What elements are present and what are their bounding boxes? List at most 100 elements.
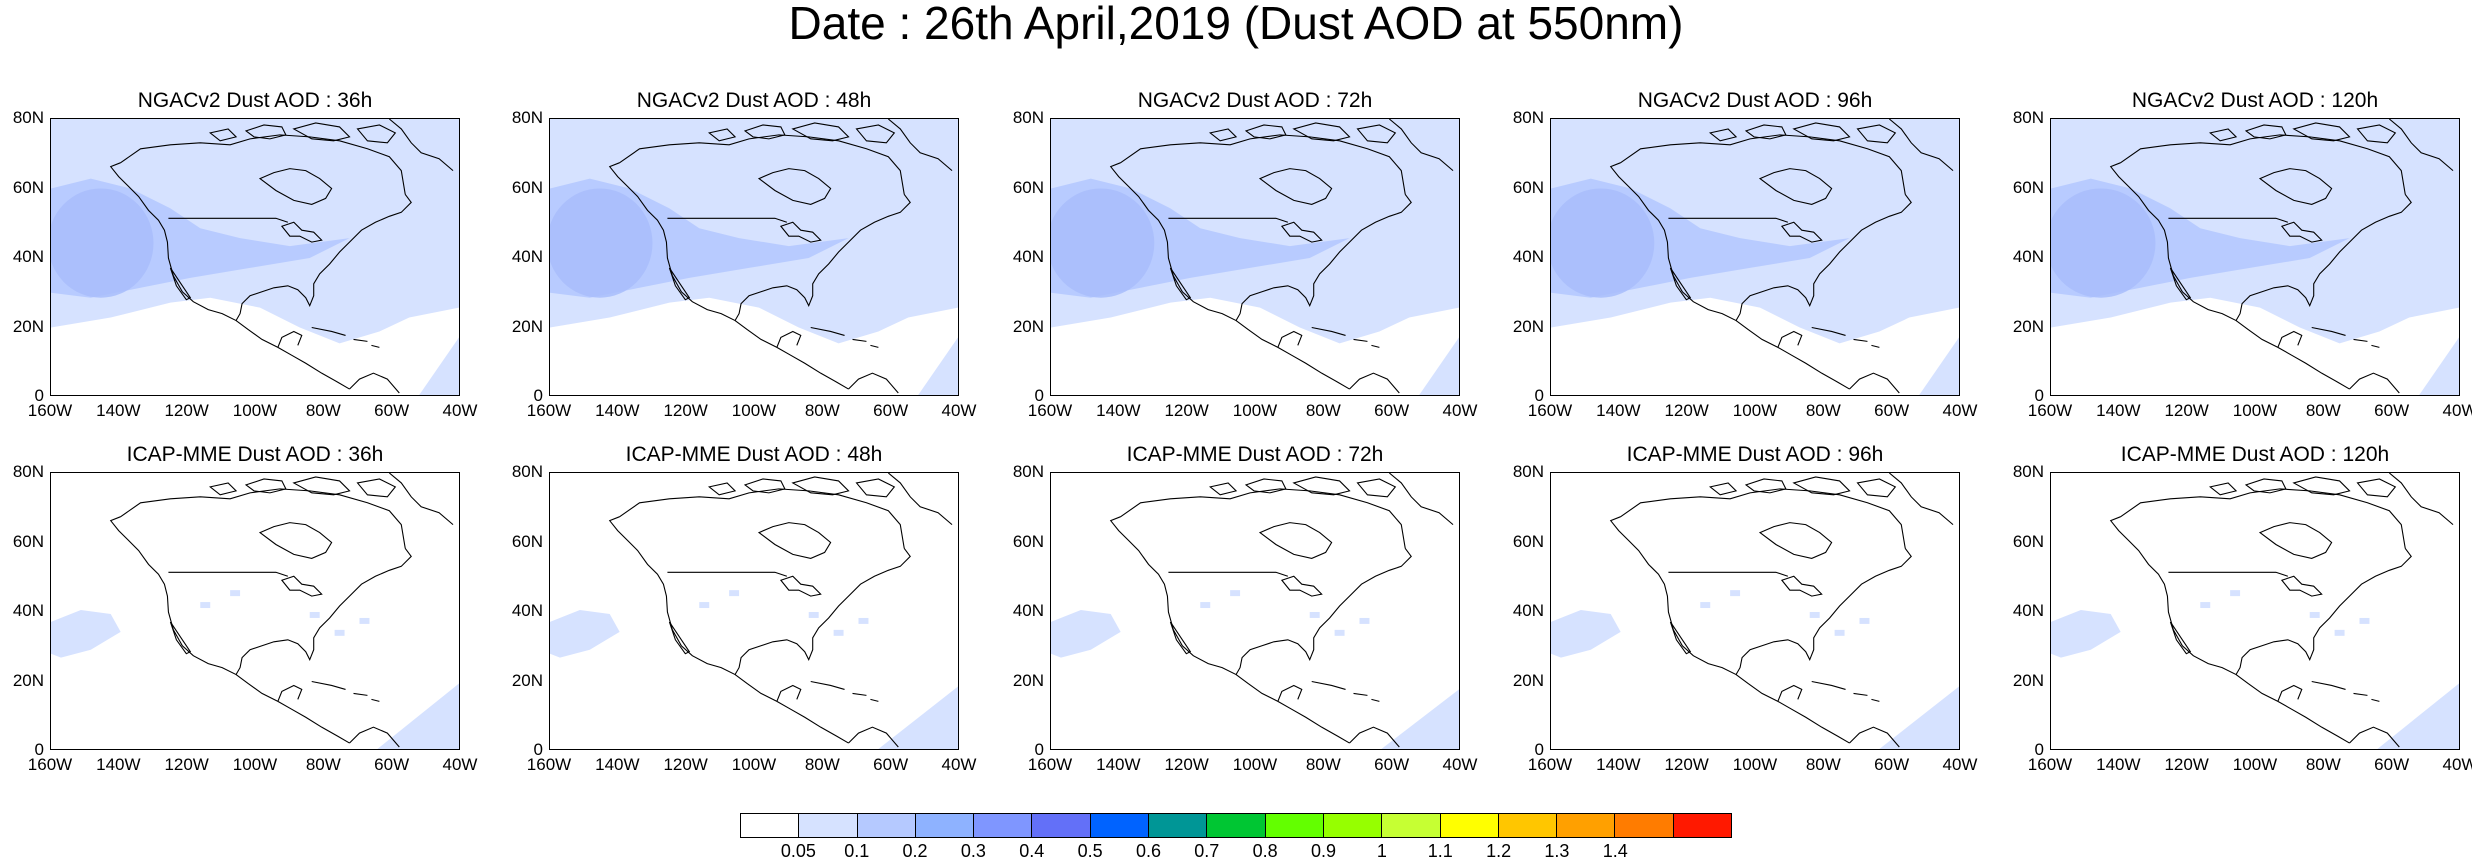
coastline	[1311, 680, 1346, 690]
longitude-tick-label: 80W	[804, 755, 840, 774]
longitude-tick-label: 60W	[1874, 755, 1910, 774]
map-canvas	[1551, 119, 1959, 395]
coastline	[668, 267, 691, 301]
latitude-tick-label: 40N	[2012, 247, 2044, 266]
latitude-tick-label: 60N	[12, 177, 44, 197]
longitude-tick-label: 160W	[27, 401, 73, 420]
coastline	[1888, 473, 1954, 526]
dust-aod-map	[2050, 472, 2460, 750]
coastline	[1668, 571, 1789, 577]
coastline	[1849, 726, 1900, 748]
latitude-tick-label: 40N	[1512, 247, 1544, 266]
longitude-tick-label: 60W	[2374, 755, 2410, 774]
colorbar-swatch	[857, 814, 916, 837]
coastline	[1620, 488, 1906, 549]
coastline	[258, 168, 333, 205]
coastline	[1871, 344, 1880, 348]
coastline	[608, 516, 849, 744]
aod-speck	[1309, 611, 1320, 618]
coastline	[743, 478, 786, 494]
aod-speck	[1334, 629, 1345, 636]
coastline	[2311, 326, 2346, 336]
coastline	[2388, 119, 2454, 172]
latitude-tick-label: 20N	[1012, 316, 1044, 336]
coastline	[1668, 217, 1789, 223]
latitude-tick-label: 80N	[1012, 108, 1044, 127]
longitude-tick-label: 160W	[1027, 755, 1073, 774]
latitude-tick-label: 20N	[511, 316, 543, 336]
latitude-tick-label: 40N	[1012, 247, 1044, 266]
longitude-tick-label: 40W	[442, 755, 478, 774]
coastline	[848, 372, 899, 394]
coastline	[2371, 344, 2380, 348]
longitude-tick-label: 120W	[1164, 755, 1209, 774]
dust-aod-map	[1550, 472, 1960, 750]
aod-light-field	[1551, 119, 1959, 344]
coastline	[1609, 162, 1850, 390]
coastline	[2353, 692, 2368, 696]
latitude-tick-label: 0	[2034, 740, 2044, 759]
coastline	[779, 221, 822, 243]
coastline	[2208, 482, 2238, 496]
dust-aod-map	[2050, 118, 2460, 396]
dust-aod-map	[1050, 118, 1460, 396]
longitude-tick-label: 100W	[731, 755, 777, 774]
aod-light-patch	[550, 610, 620, 658]
coastline	[2371, 698, 2380, 702]
aod-speck	[1700, 602, 1711, 609]
coastline	[848, 726, 899, 748]
coastline	[311, 326, 346, 336]
coastline	[371, 698, 380, 702]
coastline	[109, 162, 350, 390]
coastline	[2280, 575, 2323, 597]
aod-speck	[1230, 590, 1241, 597]
coastline	[1744, 124, 1787, 140]
latitude-tick-label: 80N	[1512, 462, 1544, 481]
coastline	[1120, 488, 1406, 549]
map-canvas	[1551, 473, 1959, 749]
panel-title: ICAP-MME Dust AOD : 36h	[126, 443, 384, 466]
coastline	[1277, 330, 1303, 348]
coastline	[1349, 726, 1400, 748]
latitude-tick-label: 0	[2034, 386, 2044, 405]
longitude-tick-label: 120W	[164, 401, 209, 420]
latitude-tick-label: 80N	[12, 108, 44, 127]
longitude-tick-label: 120W	[2164, 401, 2209, 420]
map-canvas	[1051, 119, 1459, 395]
coastline	[2356, 478, 2397, 498]
longitude-tick-label: 40W	[1442, 401, 1478, 420]
map-canvas	[550, 473, 958, 749]
aod-speck	[334, 629, 345, 636]
coastline	[619, 134, 905, 195]
colorbar-swatch	[1498, 814, 1558, 837]
aod-light-field	[51, 119, 459, 344]
longitude-tick-label: 40W	[941, 401, 977, 420]
figure-title: Date : 26th April,2019 (Dust AOD at 550n…	[788, 0, 1684, 49]
coastline	[356, 478, 397, 498]
coastline	[757, 522, 832, 559]
latitude-tick-label: 20N	[12, 316, 44, 336]
coastline	[1168, 571, 1289, 577]
coastline	[235, 194, 412, 321]
aod-speck	[1200, 602, 1211, 609]
coastline	[1109, 516, 1350, 744]
longitude-tick-label: 60W	[2374, 401, 2410, 420]
coastline	[1208, 128, 1238, 142]
longitude-tick-label: 80W	[305, 755, 341, 774]
longitude-tick-label: 100W	[1732, 401, 1778, 420]
longitude-tick-label: 120W	[663, 401, 708, 420]
latitude-tick-label: 40N	[2012, 601, 2044, 620]
coastline	[1780, 221, 1823, 243]
longitude-tick-label: 140W	[1096, 755, 1141, 774]
longitude-tick-label: 160W	[1527, 401, 1573, 420]
coastline	[1811, 680, 1846, 690]
coastline	[1871, 698, 1880, 702]
longitude-tick-label: 40W	[941, 755, 977, 774]
coastline	[208, 482, 238, 496]
panel-title: NGACv2 Dust AOD : 36h	[137, 89, 373, 112]
coastline	[2258, 168, 2333, 205]
coastline	[2169, 621, 2192, 655]
coastline	[1708, 482, 1738, 496]
dust-aod-map	[549, 472, 959, 750]
coastline	[109, 516, 350, 744]
